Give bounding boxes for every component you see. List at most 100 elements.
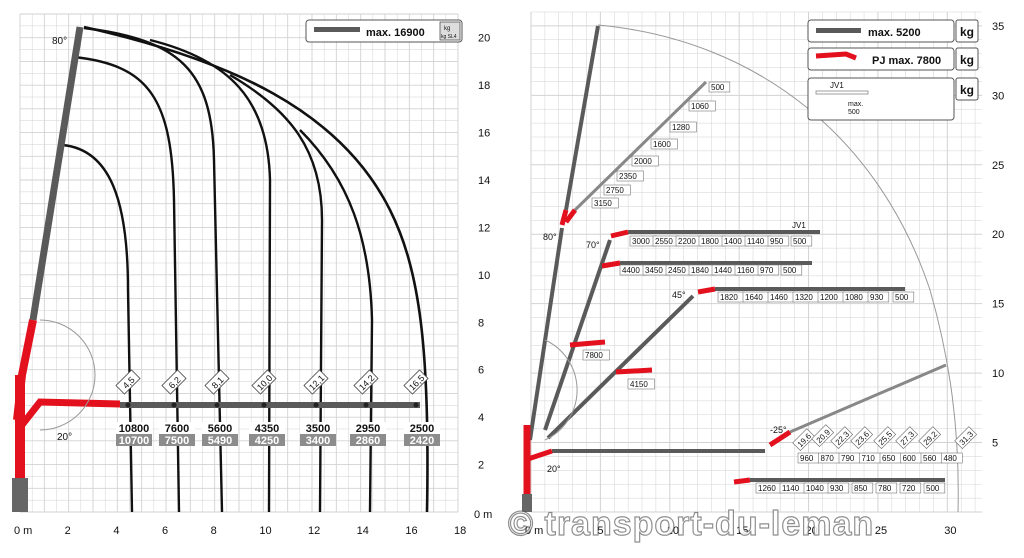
boom-80-gray (564, 25, 600, 211)
load-top: 2950 (356, 423, 380, 435)
load-bottom: 4250 (255, 435, 279, 447)
vertical-load: 2000 (634, 157, 652, 166)
left-y-tick-labels: 2 4 6 8 10 12 14 16 18 20 0 m (474, 33, 492, 521)
load-bottom: 2860 (356, 435, 380, 447)
left-slew-arc (39, 319, 96, 431)
load-bottom-box (249, 434, 285, 446)
angle-20: 20° (547, 464, 561, 474)
right-slew-arc (544, 339, 578, 441)
load-top-box (404, 422, 440, 434)
y-tick-label: 6 (478, 365, 484, 377)
diag-label: 31,3 (954, 426, 978, 450)
load-low: 790 (841, 454, 855, 463)
reach-dot (171, 402, 177, 408)
x-tick-label: 12 (308, 525, 320, 537)
legend-jv1-max: max. (848, 101, 863, 108)
x-tick-label: 4 (113, 525, 119, 537)
vertical-load: 3150 (594, 199, 612, 208)
y-tick-label: 10 (992, 368, 1004, 380)
jib-70-red (601, 260, 621, 269)
load-bottom: 500 (926, 484, 940, 493)
reach-marker: 4,5 (115, 369, 141, 395)
pj-short-load-box (627, 378, 655, 390)
left-load-curves (62, 26, 374, 513)
left-angle-bottom: 20° (57, 432, 72, 443)
legend-max-label: max. 5200 (868, 27, 921, 39)
reach-marker: 10,0 (251, 369, 277, 395)
curve-12-1 (229, 73, 324, 513)
y-tick-label: 8 (478, 317, 484, 329)
load-bottom: 780 (878, 484, 892, 493)
load-bottom: 720 (902, 484, 916, 493)
boom-70-gray (543, 239, 612, 431)
y-tick-label: 20 (992, 229, 1004, 241)
vertical-load-box (669, 121, 697, 133)
reach-dot (363, 402, 369, 408)
load-top-box (202, 422, 238, 434)
load-70-jv1: 1800 (701, 237, 719, 246)
load-70-jv1: 500 (793, 237, 807, 246)
pj-short-load: 7800 (585, 351, 603, 360)
left-chart: 4,5 6,2 8,1 10,0 12,1 14,2 16,5 10800107007600… (12, 13, 492, 537)
load-low: 560 (923, 454, 937, 463)
vertical-load: 2350 (619, 172, 637, 181)
load-bottom: 2420 (410, 435, 434, 447)
jib-70-jv1-red (610, 229, 629, 239)
left-jib-red (15, 398, 121, 433)
jib-bottom-red (733, 477, 751, 485)
load-70-jv1-box (790, 235, 813, 247)
left-legend-unit-top: kg (444, 26, 450, 32)
load-70: 500 (783, 266, 797, 275)
vertical-load-box (708, 81, 731, 93)
load-bottom-box (923, 482, 946, 494)
load-low: 710 (862, 454, 876, 463)
load-bottom: 3400 (306, 435, 330, 447)
reach-dot (261, 402, 267, 408)
load-70-jv1: 1140 (747, 237, 765, 246)
load-top: 4350 (255, 423, 279, 435)
y-tick-label: 14 (478, 175, 490, 187)
x-tick-label: 0 m (525, 525, 543, 537)
left-legend-max: max. 16900 (366, 27, 425, 39)
legend-max-unit: kg (960, 25, 974, 39)
x-tick-label: 20 (806, 525, 818, 537)
load-top: 5600 (208, 423, 232, 435)
reach-dot (214, 402, 220, 408)
boom-main-gray (528, 227, 564, 441)
load-45: 500 (895, 293, 909, 302)
load-bottom-box (875, 482, 898, 494)
right-y-tick-labels: 5 10 15 20 25 30 35 (992, 21, 1004, 450)
load-bottom: 850 (854, 484, 868, 493)
load-bottom-box (159, 434, 195, 446)
load-45: 1200 (820, 293, 838, 302)
load-70-box (757, 264, 780, 276)
x-tick-label: 2 (65, 525, 71, 537)
x-tick-label: 25 (875, 525, 887, 537)
pj-short-2 (615, 367, 653, 375)
diag-label: 19,6 (792, 428, 816, 452)
load-70: 3450 (645, 266, 663, 275)
load-bottom-box (116, 434, 152, 446)
curve-14-2 (299, 129, 374, 513)
load-top: 2500 (410, 423, 434, 435)
diag-label: 29,2 (918, 426, 942, 450)
jib-vertical-gray (573, 80, 708, 212)
load-70-jv1: 3000 (632, 237, 650, 246)
reach-dot (313, 402, 319, 408)
load-top: 7600 (165, 423, 189, 435)
left-boom-main (29, 26, 84, 321)
x-tick-label: 5 (597, 525, 603, 537)
load-top-box (300, 422, 336, 434)
load-bottom: 5490 (208, 435, 232, 447)
load-bottom-box (827, 482, 850, 494)
load-bottom: 10700 (119, 435, 150, 447)
y-zero-label: 0 m (474, 509, 492, 521)
legend-jv1-unit: kg (960, 83, 974, 97)
curve-8-1 (83, 26, 224, 513)
load-45: 1320 (795, 293, 813, 302)
load-low: 600 (903, 454, 917, 463)
